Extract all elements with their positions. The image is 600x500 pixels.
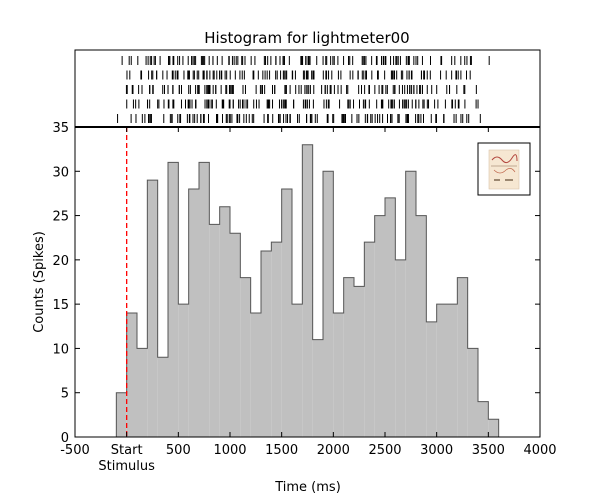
histogram-bar: [209, 224, 220, 437]
histogram-bar: [147, 180, 158, 437]
histogram-bar: [178, 304, 189, 437]
x-tick-label: 2500: [368, 443, 401, 458]
histogram-bar: [374, 215, 385, 437]
y-tick-label: 0: [61, 431, 69, 446]
x-tick-label: 4000: [523, 443, 556, 458]
y-tick-label: 25: [52, 210, 69, 225]
histogram-bar: [416, 215, 427, 437]
x-axis: -500 Start 500 1000 1500 2000 2500 3000 3500 4000…: [60, 127, 557, 474]
histogram-bar: [333, 313, 344, 437]
histogram-bar: [230, 233, 241, 437]
histogram-bar: [343, 277, 354, 437]
raster-panel: [74, 49, 541, 138]
histogram-bar: [240, 277, 251, 437]
histogram-bar: [457, 277, 468, 437]
x-tick-label: 1000: [213, 443, 246, 458]
histogram-bar: [261, 251, 272, 437]
y-tick-label: 35: [52, 121, 69, 136]
x-axis-label: Time (ms): [274, 480, 341, 495]
histogram-bar: [302, 144, 313, 437]
raster-ticks: [117, 56, 490, 138]
histogram-bar: [137, 348, 148, 437]
x-tick-sublabel: Stimulus: [98, 459, 155, 474]
histogram-bar: [126, 313, 137, 437]
x-tick-label: 1500: [265, 443, 298, 458]
histogram-bar: [281, 189, 292, 437]
x-tick-label: 3500: [472, 443, 505, 458]
neuron-thumbnail-icon: [488, 149, 520, 190]
y-tick-label: 10: [52, 342, 69, 357]
histogram-bar: [157, 357, 168, 437]
histogram-bar: [488, 419, 499, 437]
y-axis-label: Counts (Spikes): [32, 231, 47, 333]
x-tick-label: -500: [60, 443, 90, 458]
x-tick-label: 3000: [420, 443, 453, 458]
y-tick-label: 15: [52, 298, 69, 313]
histogram-bar: [116, 392, 127, 437]
histogram-bar: [405, 171, 416, 438]
histogram-bar: [250, 313, 261, 437]
histogram-bar: [385, 197, 396, 437]
histogram-bar: [354, 286, 365, 437]
histogram-bar: [271, 242, 282, 437]
histogram-bar: [467, 348, 478, 437]
x-tick-label: 2000: [317, 443, 350, 458]
histogram-panel: -500 Start 500 1000 1500 2000 2500 3000 3500 4000…: [52, 121, 556, 474]
histogram-bar: [219, 206, 230, 437]
histogram-bar: [323, 171, 334, 438]
histogram-bar: [436, 304, 447, 437]
y-tick-label: 20: [52, 254, 69, 269]
legend: [477, 142, 531, 196]
histogram-bar: [188, 189, 199, 437]
y-tick-label: 30: [52, 165, 69, 180]
histogram-bar: [395, 259, 406, 437]
x-tick-label: Start: [111, 443, 143, 458]
histogram-bar: [292, 304, 303, 437]
y-axis: 0 5 10 15 20 25 30 35: [52, 121, 540, 446]
histogram-bar: [447, 304, 458, 437]
histogram-outline: [115, 144, 500, 437]
x-tick-label: 500: [166, 443, 191, 458]
histogram-bar: [478, 401, 489, 437]
histogram-bar: [312, 339, 323, 437]
chart-title: Histogram for lightmeter00: [204, 29, 409, 47]
histogram-bar: [199, 162, 210, 437]
histogram-bar: [426, 321, 437, 437]
y-tick-label: 5: [61, 387, 69, 402]
histogram-bar: [364, 242, 375, 437]
histogram-bar: [168, 162, 179, 437]
histogram-bars: [115, 144, 500, 438]
